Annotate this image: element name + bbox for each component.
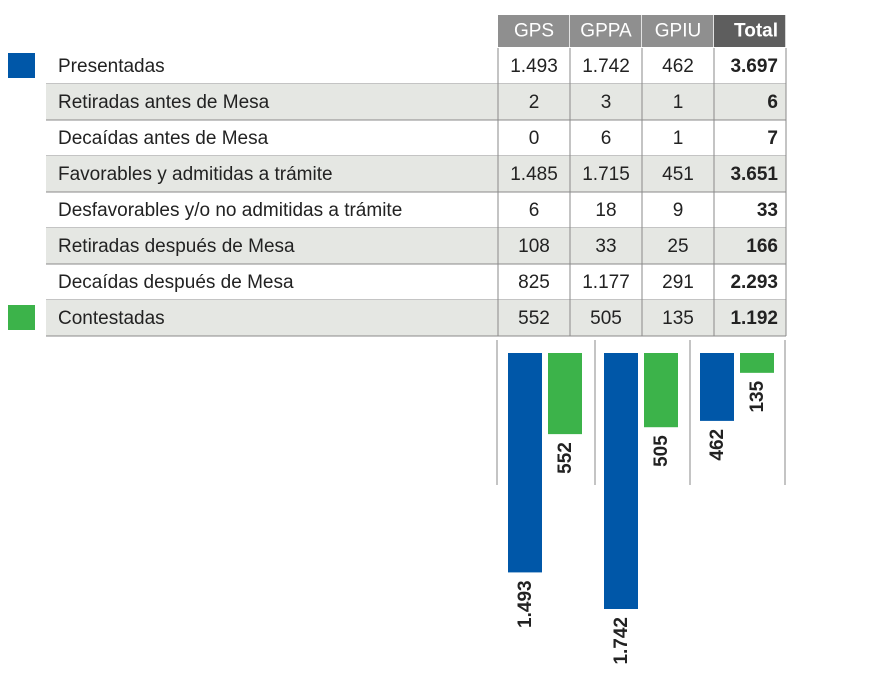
row-label: Favorables y admitidas a trámite [58, 164, 333, 185]
cell: 451 [662, 164, 694, 185]
row-label: Contestadas [58, 308, 165, 329]
header-label: GPIU [655, 21, 701, 42]
bar-label: 462 [707, 429, 728, 461]
cell: 1.742 [582, 56, 630, 77]
row-bg [46, 84, 786, 120]
cell: 3 [601, 92, 612, 113]
cell: 1.192 [730, 308, 778, 329]
bar [508, 353, 542, 573]
cell: 6 [601, 128, 612, 149]
cell: 9 [673, 200, 684, 221]
legend-swatch [8, 53, 35, 78]
bar [604, 353, 638, 609]
cell: 505 [590, 308, 622, 329]
bar-label: 1.493 [515, 580, 536, 628]
row-label: Retiradas antes de Mesa [58, 92, 270, 113]
header-cell [642, 15, 714, 47]
bar [740, 353, 774, 373]
cell: 3.697 [730, 56, 778, 77]
row-label: Decaídas después de Mesa [58, 272, 294, 293]
cell: 18 [595, 200, 616, 221]
row-bg [46, 156, 786, 192]
row-label: Retiradas después de Mesa [58, 236, 295, 257]
header-label: Total [734, 21, 778, 42]
cell: 6 [529, 200, 540, 221]
header-label: GPS [514, 21, 554, 42]
cell: 1.715 [582, 164, 630, 185]
row-label: Decaídas antes de Mesa [58, 128, 269, 149]
cell: 135 [662, 308, 694, 329]
cell: 2.293 [730, 272, 778, 293]
bar-label: 135 [747, 380, 768, 412]
cell: 552 [518, 308, 550, 329]
bar-label: 552 [555, 442, 576, 474]
bar [548, 353, 582, 435]
bar [700, 353, 734, 421]
cell: 108 [518, 236, 550, 257]
cell: 33 [757, 200, 778, 221]
legend-swatch [8, 305, 35, 330]
cell: 6 [767, 92, 778, 113]
cell: 0 [529, 128, 540, 149]
bar-label: 1.742 [611, 617, 632, 665]
cell: 1 [673, 92, 684, 113]
cell: 25 [667, 236, 688, 257]
cell: 1.485 [510, 164, 558, 185]
header-label: GPPA [580, 21, 632, 42]
cell: 166 [746, 236, 778, 257]
row-label: Desfavorables y/o no admitidas a trámite [58, 200, 402, 221]
cell: 3.651 [730, 164, 778, 185]
header-cell [498, 15, 570, 47]
cell: 291 [662, 272, 694, 293]
row-bg [46, 228, 786, 264]
row-label: Presentadas [58, 56, 165, 77]
bar [644, 353, 678, 428]
row-bg [46, 300, 786, 336]
bar-label: 505 [651, 435, 672, 467]
header-cell [570, 15, 642, 47]
cell: 7 [767, 128, 778, 149]
cell: 1.493 [510, 56, 558, 77]
cell: 825 [518, 272, 550, 293]
cell: 1 [673, 128, 684, 149]
cell: 33 [595, 236, 616, 257]
cell: 1.177 [582, 272, 630, 293]
cell: 462 [662, 56, 694, 77]
cell: 2 [529, 92, 540, 113]
header-cell [714, 15, 786, 47]
